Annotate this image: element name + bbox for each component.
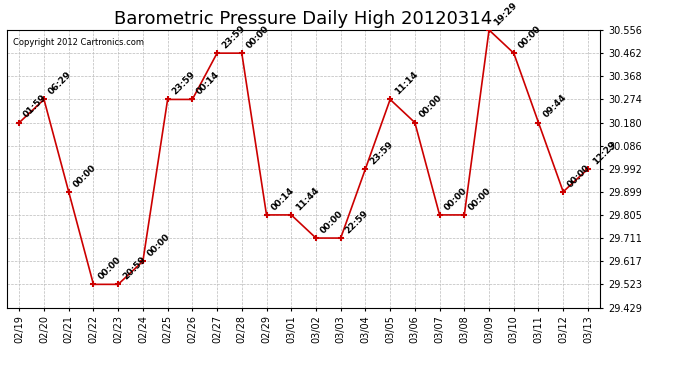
Text: 01:59: 01:59 — [22, 93, 49, 120]
Text: 22:59: 22:59 — [344, 209, 370, 235]
Text: 00:00: 00:00 — [319, 209, 345, 235]
Text: 00:00: 00:00 — [244, 24, 270, 50]
Text: 00:00: 00:00 — [146, 232, 172, 258]
Text: Copyright 2012 Cartronics.com: Copyright 2012 Cartronics.com — [13, 38, 144, 47]
Text: 09:44: 09:44 — [541, 93, 568, 120]
Text: 06:29: 06:29 — [47, 70, 73, 97]
Text: 20:59: 20:59 — [121, 255, 148, 282]
Title: Barometric Pressure Daily High 20120314: Barometric Pressure Daily High 20120314 — [115, 10, 493, 28]
Text: 00:00: 00:00 — [467, 186, 493, 212]
Text: 00:00: 00:00 — [517, 24, 543, 50]
Text: 23:59: 23:59 — [368, 140, 395, 166]
Text: 12:29: 12:29 — [591, 140, 618, 166]
Text: 11:44: 11:44 — [294, 185, 321, 212]
Text: 00:00: 00:00 — [442, 186, 469, 212]
Text: 00:00: 00:00 — [417, 93, 444, 120]
Text: 23:59: 23:59 — [170, 70, 197, 97]
Text: 11:14: 11:14 — [393, 70, 420, 97]
Text: 00:14: 00:14 — [269, 186, 296, 212]
Text: 00:00: 00:00 — [566, 163, 592, 189]
Text: 00:14: 00:14 — [195, 70, 221, 97]
Text: 00:00: 00:00 — [96, 255, 122, 282]
Text: 00:00: 00:00 — [72, 163, 98, 189]
Text: 19:29: 19:29 — [492, 0, 519, 27]
Text: 23:59: 23:59 — [220, 24, 246, 50]
